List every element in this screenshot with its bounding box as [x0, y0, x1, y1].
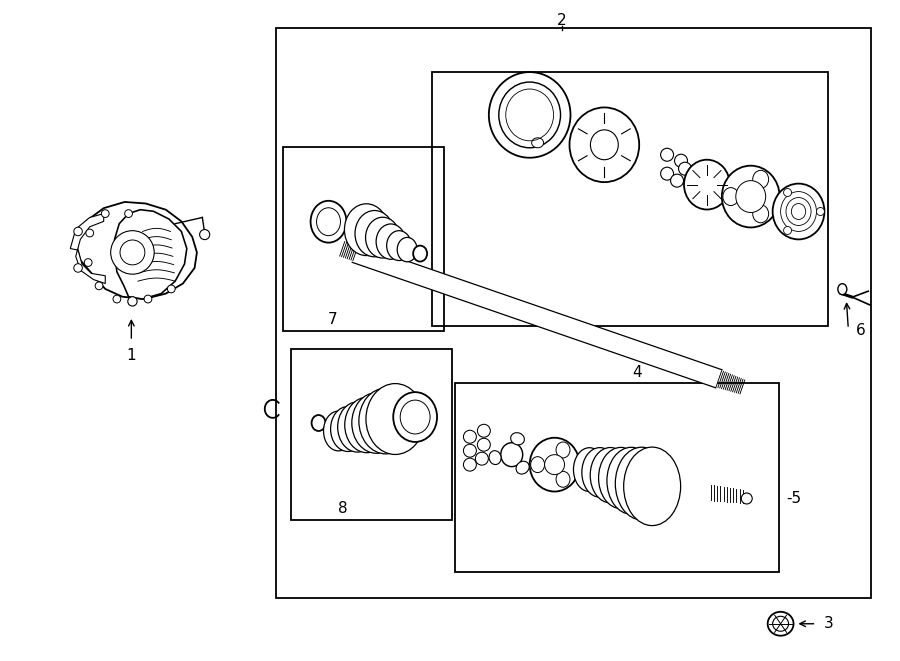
Polygon shape: [352, 245, 722, 388]
Text: 2: 2: [557, 13, 566, 28]
Circle shape: [670, 174, 683, 187]
Ellipse shape: [556, 471, 570, 487]
Ellipse shape: [573, 447, 606, 492]
Ellipse shape: [330, 407, 365, 451]
Ellipse shape: [530, 438, 580, 492]
Ellipse shape: [598, 447, 643, 508]
Ellipse shape: [345, 204, 388, 256]
Bar: [283, 147, 444, 331]
Circle shape: [475, 452, 489, 465]
Ellipse shape: [736, 180, 766, 212]
Circle shape: [167, 285, 176, 293]
Ellipse shape: [376, 224, 406, 259]
Text: 1: 1: [119, 256, 128, 271]
Circle shape: [86, 229, 94, 237]
Ellipse shape: [499, 82, 561, 148]
Text: 8: 8: [338, 501, 347, 516]
Bar: [275, 28, 871, 598]
Ellipse shape: [345, 397, 389, 453]
Circle shape: [113, 295, 121, 303]
Circle shape: [85, 258, 92, 266]
Circle shape: [661, 148, 673, 161]
Ellipse shape: [752, 171, 769, 188]
Text: 4: 4: [633, 366, 642, 380]
Ellipse shape: [338, 402, 377, 452]
Ellipse shape: [387, 231, 411, 260]
Polygon shape: [114, 210, 187, 299]
Ellipse shape: [684, 160, 730, 210]
Ellipse shape: [317, 208, 340, 236]
Ellipse shape: [516, 461, 529, 474]
Ellipse shape: [531, 457, 544, 473]
Ellipse shape: [752, 205, 769, 223]
Ellipse shape: [365, 217, 400, 258]
Circle shape: [144, 295, 152, 303]
Circle shape: [111, 231, 154, 274]
Ellipse shape: [723, 188, 739, 206]
Circle shape: [679, 162, 691, 175]
Ellipse shape: [310, 201, 346, 243]
Text: 7: 7: [328, 311, 338, 327]
Polygon shape: [76, 202, 197, 299]
Ellipse shape: [838, 284, 847, 295]
Text: 1: 1: [127, 348, 136, 364]
Ellipse shape: [722, 166, 779, 227]
Ellipse shape: [616, 447, 668, 520]
Circle shape: [477, 438, 490, 451]
Ellipse shape: [352, 393, 400, 453]
Circle shape: [544, 455, 564, 475]
Ellipse shape: [581, 447, 618, 497]
Circle shape: [464, 458, 476, 471]
Circle shape: [675, 154, 688, 167]
Circle shape: [74, 264, 82, 272]
Bar: [455, 383, 778, 572]
Circle shape: [784, 188, 792, 196]
Polygon shape: [70, 214, 105, 284]
Bar: [432, 72, 828, 326]
Ellipse shape: [413, 246, 428, 262]
Ellipse shape: [570, 108, 639, 182]
Circle shape: [742, 493, 752, 504]
Circle shape: [95, 282, 103, 290]
Text: 3: 3: [824, 616, 833, 631]
Text: 6: 6: [855, 323, 865, 338]
Ellipse shape: [772, 184, 824, 239]
Ellipse shape: [489, 451, 501, 465]
Ellipse shape: [772, 616, 788, 631]
Ellipse shape: [532, 137, 544, 148]
Circle shape: [464, 430, 476, 444]
Circle shape: [784, 227, 792, 235]
Ellipse shape: [556, 442, 570, 458]
Circle shape: [477, 424, 490, 437]
Ellipse shape: [624, 447, 680, 525]
Ellipse shape: [590, 447, 630, 503]
Ellipse shape: [366, 383, 425, 455]
Circle shape: [128, 297, 137, 306]
Ellipse shape: [311, 415, 326, 431]
Ellipse shape: [489, 72, 571, 158]
Ellipse shape: [590, 130, 618, 160]
Ellipse shape: [355, 210, 394, 257]
Circle shape: [200, 229, 210, 240]
Ellipse shape: [510, 433, 525, 445]
Ellipse shape: [393, 392, 437, 442]
Ellipse shape: [400, 400, 430, 434]
Circle shape: [120, 240, 145, 265]
Circle shape: [125, 210, 132, 217]
Circle shape: [464, 444, 476, 457]
Ellipse shape: [397, 237, 417, 262]
Ellipse shape: [323, 411, 354, 451]
Circle shape: [102, 210, 109, 217]
Ellipse shape: [500, 443, 523, 467]
Circle shape: [74, 227, 82, 236]
Ellipse shape: [607, 447, 655, 514]
Ellipse shape: [359, 388, 413, 454]
Circle shape: [816, 208, 824, 215]
Bar: [291, 349, 452, 520]
Circle shape: [661, 167, 673, 180]
Text: -5: -5: [787, 490, 802, 506]
Ellipse shape: [768, 612, 794, 636]
